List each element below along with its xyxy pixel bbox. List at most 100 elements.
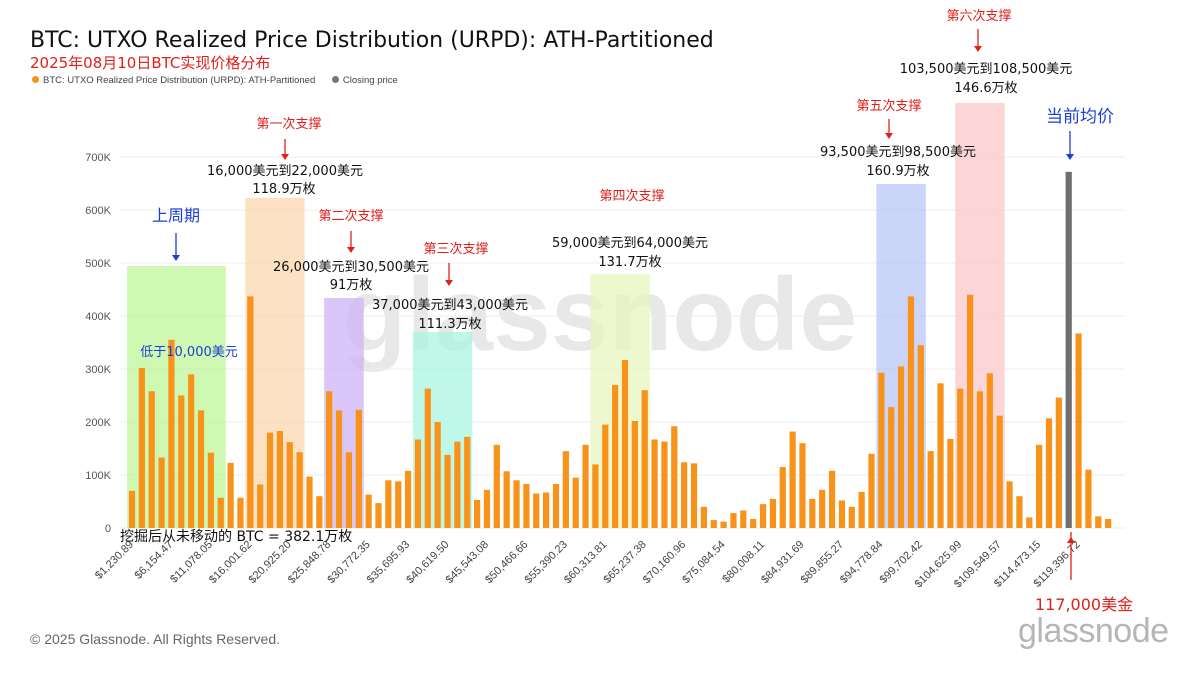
urpd-bar[interactable] xyxy=(148,391,155,528)
urpd-bar[interactable] xyxy=(1036,444,1043,528)
urpd-bar[interactable] xyxy=(365,494,372,528)
urpd-bar[interactable] xyxy=(671,426,678,528)
urpd-bar[interactable] xyxy=(976,391,984,528)
urpd-bar[interactable] xyxy=(996,415,1003,528)
urpd-bar[interactable] xyxy=(730,513,737,528)
urpd-bar[interactable] xyxy=(188,374,195,528)
urpd-bar[interactable] xyxy=(375,503,382,528)
urpd-bar[interactable] xyxy=(178,395,185,529)
urpd-bar[interactable] xyxy=(404,470,412,528)
urpd-bar[interactable] xyxy=(878,372,885,528)
urpd-bar[interactable] xyxy=(562,451,569,528)
urpd-bar[interactable] xyxy=(207,452,214,528)
urpd-bar[interactable] xyxy=(345,452,353,528)
urpd-bar[interactable] xyxy=(907,296,915,528)
urpd-bar[interactable] xyxy=(474,499,481,528)
urpd-bar[interactable] xyxy=(464,436,471,528)
urpd-bar[interactable] xyxy=(641,390,648,528)
urpd-bar[interactable] xyxy=(326,391,333,528)
urpd-bar[interactable] xyxy=(957,388,964,528)
urpd-bar[interactable] xyxy=(395,481,402,528)
urpd-bar[interactable] xyxy=(592,464,599,528)
urpd-bar[interactable] xyxy=(838,500,846,528)
urpd-bar[interactable] xyxy=(523,484,530,528)
urpd-bar[interactable] xyxy=(769,498,776,528)
urpd-bar[interactable] xyxy=(128,490,136,528)
urpd-bar[interactable] xyxy=(266,432,274,528)
urpd-bar[interactable] xyxy=(168,339,175,528)
urpd-bar[interactable] xyxy=(602,424,609,528)
urpd-bar[interactable] xyxy=(385,480,392,528)
urpd-bar[interactable] xyxy=(1075,333,1082,528)
urpd-bar[interactable] xyxy=(582,444,589,528)
closing-price-bar[interactable] xyxy=(1065,171,1072,528)
urpd-bar[interactable] xyxy=(631,420,638,528)
urpd-bar[interactable] xyxy=(296,452,303,528)
urpd-bar[interactable] xyxy=(1085,469,1092,528)
urpd-bar[interactable] xyxy=(503,471,510,528)
urpd-bar[interactable] xyxy=(434,422,441,528)
urpd-bar[interactable] xyxy=(927,451,934,528)
urpd-bar[interactable] xyxy=(720,521,727,528)
urpd-bar[interactable] xyxy=(572,477,579,528)
urpd-bar[interactable] xyxy=(888,407,895,528)
urpd-bar[interactable] xyxy=(681,462,688,528)
urpd-bar[interactable] xyxy=(217,497,224,528)
urpd-bar[interactable] xyxy=(651,439,658,528)
urpd-bar[interactable] xyxy=(809,498,816,528)
urpd-bar[interactable] xyxy=(868,453,875,528)
urpd-bar[interactable] xyxy=(1045,418,1053,528)
urpd-bar[interactable] xyxy=(700,506,707,528)
urpd-bar[interactable] xyxy=(247,296,254,528)
urpd-bar[interactable] xyxy=(740,510,747,528)
urpd-bar[interactable] xyxy=(897,366,905,528)
legend-item-closing-price[interactable]: Closing price xyxy=(331,75,398,86)
urpd-bar[interactable] xyxy=(454,441,461,528)
urpd-bar[interactable] xyxy=(710,520,717,528)
urpd-bar[interactable] xyxy=(552,484,560,528)
urpd-bar[interactable] xyxy=(286,442,293,528)
urpd-bar[interactable] xyxy=(543,492,550,528)
urpd-bar[interactable] xyxy=(424,388,431,528)
urpd-bar[interactable] xyxy=(819,489,826,528)
urpd-bar[interactable] xyxy=(967,294,974,528)
urpd-bar[interactable] xyxy=(759,504,767,528)
urpd-bar[interactable] xyxy=(513,480,520,528)
urpd-bar[interactable] xyxy=(621,359,629,528)
urpd-bar[interactable] xyxy=(799,443,806,528)
urpd-bar[interactable] xyxy=(158,457,165,528)
urpd-bar[interactable] xyxy=(1026,517,1033,528)
urpd-bar[interactable] xyxy=(227,462,234,528)
urpd-bar[interactable] xyxy=(612,384,619,528)
urpd-bar[interactable] xyxy=(355,409,362,528)
urpd-bar[interactable] xyxy=(493,444,500,528)
urpd-bar[interactable] xyxy=(1016,496,1023,528)
legend-item-urpd[interactable]: BTC: UTXO Realized Price Distribution (U… xyxy=(32,75,315,86)
urpd-bar[interactable] xyxy=(335,410,343,528)
urpd-bar[interactable] xyxy=(1006,481,1013,528)
urpd-bar[interactable] xyxy=(237,497,244,528)
urpd-bar[interactable] xyxy=(483,489,491,528)
urpd-bar[interactable] xyxy=(1095,516,1102,528)
urpd-bar[interactable] xyxy=(316,496,323,528)
urpd-bar[interactable] xyxy=(917,345,924,528)
urpd-bar[interactable] xyxy=(444,454,451,528)
urpd-bar[interactable] xyxy=(414,439,422,528)
urpd-bar[interactable] xyxy=(661,441,668,528)
urpd-bar[interactable] xyxy=(257,484,264,528)
urpd-bar[interactable] xyxy=(690,463,698,528)
urpd-bar[interactable] xyxy=(789,431,796,528)
urpd-bar[interactable] xyxy=(986,373,993,528)
urpd-bar[interactable] xyxy=(779,467,786,528)
urpd-bar[interactable] xyxy=(276,431,283,528)
urpd-bar[interactable] xyxy=(533,493,540,528)
urpd-bar[interactable] xyxy=(306,476,313,528)
urpd-bar[interactable] xyxy=(828,470,836,528)
urpd-bar[interactable] xyxy=(197,410,205,528)
urpd-bar[interactable] xyxy=(858,491,865,528)
urpd-bar[interactable] xyxy=(138,367,145,528)
urpd-bar[interactable] xyxy=(750,518,757,528)
urpd-bar[interactable] xyxy=(947,438,954,528)
urpd-bar[interactable] xyxy=(937,383,944,528)
urpd-bar[interactable] xyxy=(848,506,855,528)
